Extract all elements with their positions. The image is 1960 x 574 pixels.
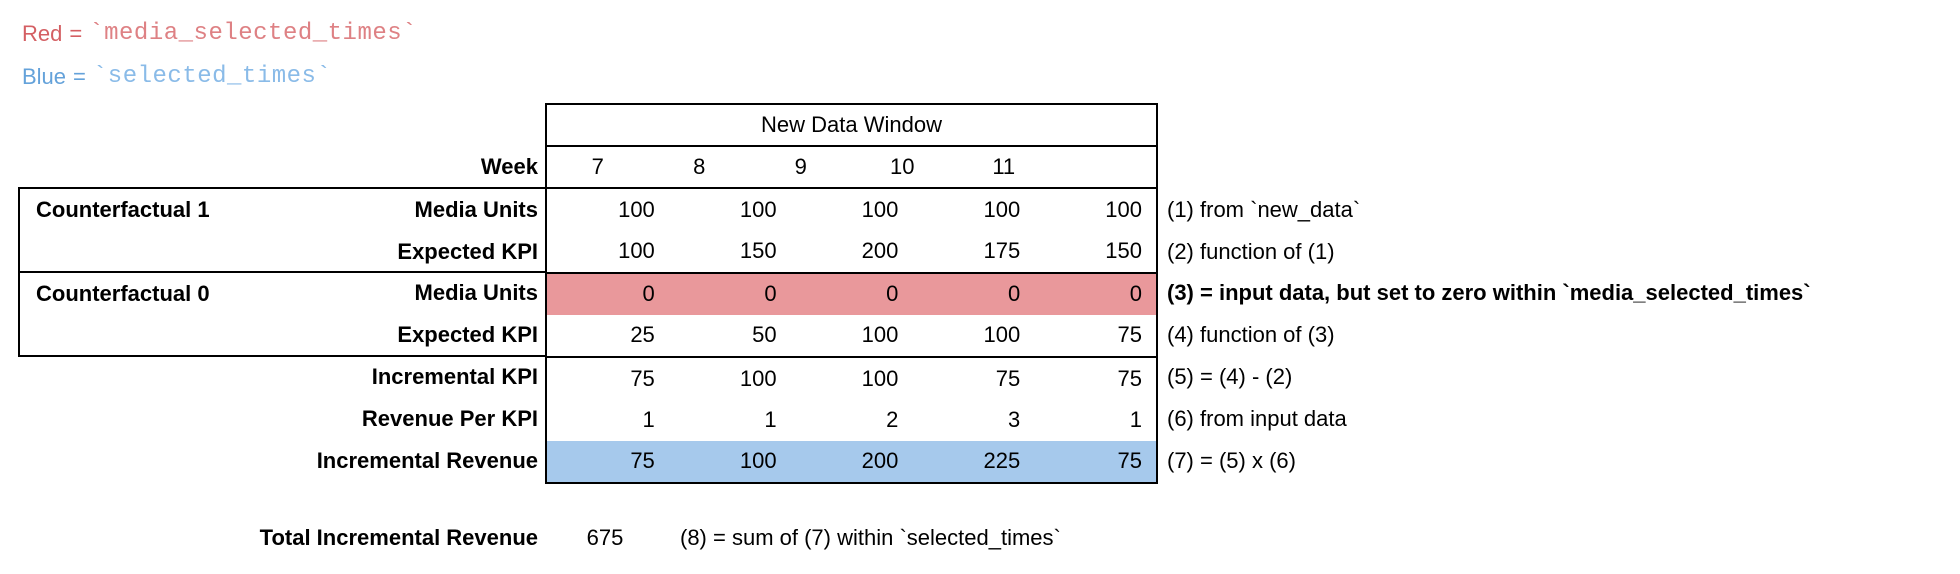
value-cell: 100 (861, 196, 899, 222)
value-cell: 100 (739, 196, 777, 222)
week-header-row: 7 8 9 10 11 (547, 147, 1156, 189)
legend-red-equals: = (69, 20, 83, 46)
legend-blue-code: `selected_times` (92, 63, 332, 90)
row-label-revenue-per-kpi: Revenue Per KPI (361, 406, 538, 431)
annotation-2: (2) function of (1) (1167, 239, 1335, 264)
value-cell: 100 (861, 365, 899, 391)
week-cell-spacer (1055, 147, 1157, 187)
legend-red-line: Red = `media_selected_times` (22, 12, 417, 55)
total-incremental-revenue-label: Total Incremental Revenue (259, 525, 538, 550)
value-cell: 0 (642, 281, 655, 307)
value-cell: 0 (764, 281, 777, 307)
week-cell: 8 (693, 154, 706, 179)
week-cell: 10 (890, 154, 915, 179)
value-cell: 0 (886, 281, 899, 307)
row-label-expected-kpi-cf1: Expected KPI (397, 239, 538, 264)
color-legend: Red = `media_selected_times` Blue = `sel… (22, 12, 417, 98)
annotation-4: (4) function of (3) (1167, 322, 1335, 347)
annotation-6: (6) from input data (1167, 406, 1347, 431)
value-cell: 75 (1117, 448, 1142, 474)
value-cell: 1 (642, 407, 655, 433)
value-cell: 0 (1129, 281, 1142, 307)
value-cell: 3 (1007, 407, 1021, 433)
total-incremental-revenue-value: 675 (586, 525, 624, 550)
value-cell: 75 (1117, 365, 1142, 391)
value-cell: 1 (764, 407, 777, 433)
value-cell: 75 (995, 365, 1021, 391)
value-cell: 200 (861, 448, 899, 474)
row-expected-kpi-cf1: 100 150 200 175 150 (547, 230, 1156, 274)
value-cell: 100 (1105, 196, 1142, 222)
row-incremental-kpi: 75 100 100 75 75 (547, 358, 1156, 399)
value-cell: 100 (618, 196, 655, 222)
row-label-media-units-cf0: Media Units (414, 280, 538, 305)
annotation-1: (1) from `new_data` (1167, 197, 1361, 222)
legend-blue-equals: = (73, 63, 86, 89)
value-cell: 75 (1117, 322, 1142, 348)
value-cell: 175 (983, 237, 1021, 263)
value-cell: 100 (739, 365, 777, 391)
row-expected-kpi-cf0: 25 50 100 100 75 (547, 315, 1156, 359)
value-cell: 0 (1007, 281, 1021, 307)
row-media-units-cf1: 100 100 100 100 100 (547, 189, 1156, 230)
data-grid: New Data Window 7 8 9 10 11 100 100 100 … (545, 103, 1158, 484)
value-cell: 75 (630, 365, 655, 391)
row-label-media-units-cf1: Media Units (414, 197, 538, 222)
value-cell: 150 (1105, 237, 1142, 263)
value-cell: 100 (739, 448, 777, 474)
value-cell: 100 (983, 322, 1021, 348)
counterfactual-0-label: Counterfactual 0 (36, 281, 210, 306)
annotation-7: (7) = (5) x (6) (1167, 448, 1296, 473)
week-cell: 7 (591, 154, 604, 179)
value-cell: 225 (983, 448, 1021, 474)
value-cell: 75 (630, 448, 655, 474)
value-cell: 150 (739, 237, 777, 263)
week-cell: 11 (992, 154, 1016, 179)
value-cell: 1 (1129, 407, 1142, 433)
row-label-incremental-revenue: Incremental Revenue (316, 448, 538, 473)
row-label-incremental-kpi: Incremental KPI (371, 364, 538, 389)
row-label-week: Week (480, 154, 538, 179)
grid-title: New Data Window (547, 105, 1156, 147)
legend-red-term: Red (22, 20, 63, 46)
week-cell: 9 (794, 154, 807, 179)
value-cell: 200 (861, 237, 899, 263)
value-cell: 100 (983, 196, 1021, 222)
legend-red-code: `media_selected_times` (89, 20, 418, 47)
value-cell: 100 (861, 322, 899, 348)
value-cell: 100 (618, 237, 655, 263)
value-cell: 50 (752, 322, 777, 348)
row-incremental-revenue-highlighted: 75 100 200 225 75 (547, 440, 1156, 482)
legend-blue-line: Blue = `selected_times` (22, 55, 417, 98)
row-media-units-cf0-highlighted: 0 0 0 0 0 (547, 273, 1156, 315)
annotation-8: (8) = sum of (7) within `selected_times` (680, 525, 1061, 550)
annotation-5: (5) = (4) - (2) (1167, 364, 1293, 389)
annotation-3: (3) = input data, but set to zero within… (1167, 280, 1811, 305)
row-revenue-per-kpi: 1 1 2 3 1 (547, 399, 1156, 440)
legend-blue-term: Blue (22, 63, 67, 89)
value-cell: 2 (886, 407, 899, 433)
value-cell: 25 (630, 322, 655, 348)
row-label-expected-kpi-cf0: Expected KPI (397, 322, 538, 347)
counterfactual-1-label: Counterfactual 1 (36, 197, 210, 222)
